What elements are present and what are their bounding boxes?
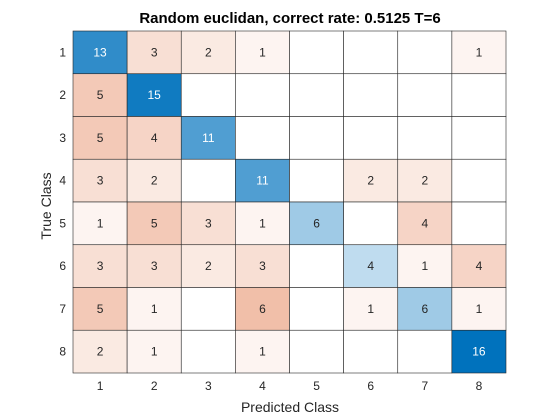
y-tick-labels: 1 2 3 4 5 6 7 8 — [59, 45, 66, 358]
x-tick-label: 1 — [97, 379, 104, 393]
y-tick-label: 7 — [59, 302, 66, 316]
matrix-cell — [290, 74, 344, 117]
x-axis-label: Predicted Class — [241, 399, 339, 415]
y-tick-label: 3 — [59, 131, 66, 145]
cell-value-label: 13 — [93, 45, 107, 59]
x-tick-label: 3 — [205, 379, 212, 393]
y-tick-label: 1 — [59, 45, 66, 59]
cell-value-label: 1 — [367, 302, 374, 316]
matrix-cell — [290, 31, 344, 74]
cell-value-label: 3 — [151, 259, 158, 273]
matrix-cell — [398, 330, 452, 373]
cell-value-label: 1 — [259, 345, 266, 359]
y-tick-label: 5 — [59, 216, 66, 230]
cell-value-label: 3 — [97, 259, 104, 273]
cell-value-label: 1 — [259, 216, 266, 230]
matrix-cell — [344, 117, 398, 160]
cell-value-label: 5 — [151, 216, 158, 230]
matrix-cell — [181, 288, 235, 331]
matrix-cell — [181, 74, 235, 117]
cell-value-label: 6 — [313, 216, 320, 230]
matrix-cell — [290, 159, 344, 202]
cell-value-label: 5 — [97, 88, 104, 102]
x-tick-label: 5 — [313, 379, 320, 393]
matrix-cell — [452, 74, 506, 117]
cell-value-label: 16 — [472, 345, 486, 359]
cell-value-label: 1 — [151, 345, 158, 359]
matrix-cell — [452, 159, 506, 202]
y-tick-label: 6 — [59, 259, 66, 273]
cell-value-label: 4 — [421, 216, 428, 230]
x-tick-label: 8 — [476, 379, 483, 393]
matrix-cell — [235, 117, 289, 160]
cell-value-label: 15 — [148, 88, 162, 102]
y-tick-label: 4 — [59, 174, 66, 188]
matrix-cell — [452, 117, 506, 160]
x-tick-label: 4 — [259, 379, 266, 393]
matrix-cell — [290, 245, 344, 288]
cell-value-label: 3 — [205, 216, 212, 230]
cell-value-label: 3 — [259, 259, 266, 273]
matrix-cell — [290, 330, 344, 373]
y-tick-label: 2 — [59, 88, 66, 102]
y-axis-label: True Class — [38, 172, 54, 239]
matrix-cell — [344, 202, 398, 245]
x-tick-labels: 1 2 3 4 5 6 7 8 — [97, 379, 483, 393]
cell-value-label: 1 — [151, 302, 158, 316]
cell-value-label: 1 — [97, 216, 104, 230]
matrix-cell — [398, 31, 452, 74]
cell-value-label: 2 — [205, 259, 212, 273]
matrix-cells: 13 3 2 1 15 155 4 113 2 11 2 21 5 3 1 6 43 3 2 3 4 1 45 1 6 1 6 12 1… — [73, 31, 506, 373]
matrix-cell — [181, 330, 235, 373]
matrix-cell — [398, 117, 452, 160]
cell-value-label: 11 — [256, 174, 269, 188]
matrix-cell — [344, 330, 398, 373]
x-tick-label: 7 — [421, 379, 428, 393]
cell-value-label: 4 — [151, 131, 158, 145]
cell-value-label: 3 — [97, 174, 104, 188]
cell-value-label: 2 — [367, 174, 374, 188]
cell-value-label: 6 — [259, 302, 266, 316]
cell-value-label: 6 — [421, 302, 428, 316]
cell-value-label: 1 — [259, 45, 266, 59]
matrix-cell — [181, 159, 235, 202]
cell-value-label: 4 — [476, 259, 483, 273]
matrix-cell — [290, 288, 344, 331]
cell-value-label: 2 — [151, 174, 158, 188]
cell-value-label: 1 — [476, 302, 483, 316]
cell-value-label: 1 — [421, 259, 428, 273]
matrix-cell — [398, 74, 452, 117]
cell-value-label: 5 — [97, 302, 104, 316]
cell-value-label: 5 — [97, 131, 104, 145]
matrix-cell — [344, 31, 398, 74]
cell-value-label: 2 — [205, 45, 212, 59]
x-tick-label: 6 — [367, 379, 374, 393]
cell-value-label: 2 — [421, 174, 428, 188]
x-tick-label: 2 — [151, 379, 158, 393]
cell-value-label: 1 — [476, 45, 483, 59]
matrix-cell — [290, 117, 344, 160]
cell-value-label: 3 — [151, 45, 158, 59]
chart-title: Random euclidan, correct rate: 0.5125 T=… — [139, 10, 440, 27]
matrix-cell — [235, 74, 289, 117]
y-tick-label: 8 — [59, 345, 66, 359]
matrix-cell — [452, 202, 506, 245]
cell-value-label: 4 — [367, 259, 374, 273]
cell-value-label: 2 — [97, 345, 104, 359]
cell-value-label: 11 — [202, 131, 215, 145]
matrix-cell — [344, 74, 398, 117]
